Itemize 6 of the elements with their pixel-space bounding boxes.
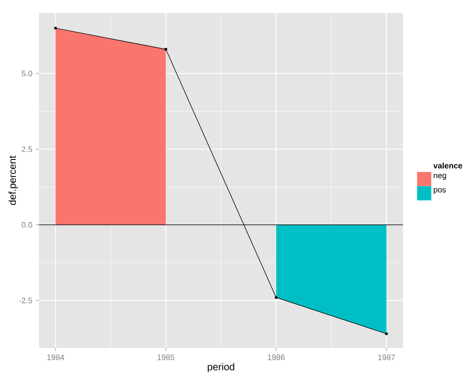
point (54, 26, 57, 30)
x-axis-title: period (208, 363, 234, 372)
point (385, 332, 388, 336)
point (164, 48, 168, 51)
y-axis-title: def.percent (8, 156, 18, 205)
point (274, 296, 278, 299)
